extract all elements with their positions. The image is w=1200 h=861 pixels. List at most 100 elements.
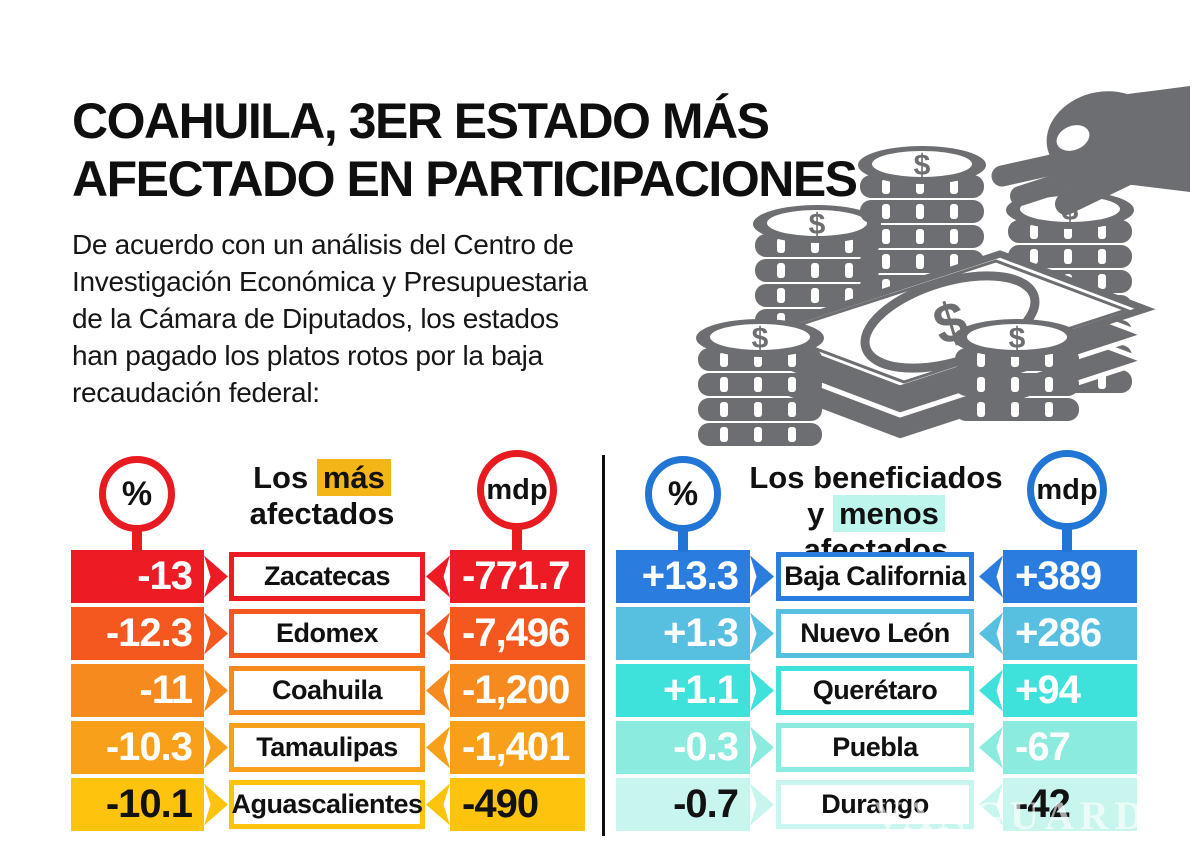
pct-stem-left: [132, 526, 142, 552]
pct-cell: +13.3: [616, 550, 774, 603]
mdp-badge-right-label: mdp: [1036, 473, 1098, 506]
state-name: Baja California: [784, 561, 966, 591]
table-row: -10.3 Tamaulipas -1,401: [71, 721, 585, 778]
arrow-right-icon: [750, 669, 774, 712]
pct-value: -0.7: [673, 782, 739, 826]
mdp-cell: +286: [979, 607, 1137, 660]
right-table: +13.3 Baja California +389 +1.3 Nuevo Le…: [616, 550, 1137, 831]
mdp-value: +389: [1015, 554, 1102, 598]
state-box: Coahuila: [229, 666, 425, 715]
table-row: -12.3 Edomex -7,496: [71, 607, 585, 664]
pct-cell: -10.1: [71, 778, 228, 831]
mdp-value: -771.7: [462, 554, 570, 598]
left-header-line2: afectados: [249, 496, 395, 531]
coin-stack-front-left: [696, 319, 824, 446]
mdp-value: -1,200: [462, 668, 570, 712]
arrow-left-icon: [426, 726, 450, 769]
pct-value: -13: [137, 554, 193, 598]
arrow-left-icon: [426, 669, 450, 712]
left-table: -13 Zacatecas -771.7 -12.3 Edomex -7,496…: [71, 550, 585, 831]
mdp-value: +94: [1015, 668, 1081, 712]
state-name: Zacatecas: [263, 561, 391, 591]
mdp-cell: -490: [426, 778, 585, 831]
right-header-line1: Los beneficiados: [749, 460, 1003, 495]
pct-cell: -13: [71, 550, 228, 603]
mdp-value: -1,401: [462, 725, 570, 769]
money-illustration: $ $: [696, 86, 1190, 446]
intro-paragraph: De acuerdo con un análisis del Centro de…: [72, 229, 588, 408]
table-row: +1.1 Querétaro +94: [616, 664, 1137, 721]
arrow-left-icon: [426, 555, 450, 598]
state-box: Querétaro: [776, 666, 974, 715]
state-box: Aguascalientes: [229, 780, 425, 829]
mdp-cell: -771.7: [426, 550, 585, 603]
right-header-highlight: menos: [832, 495, 945, 532]
state-name: Coahuila: [271, 675, 383, 705]
arrow-left-icon: [979, 726, 1003, 769]
mdp-value: -67: [1015, 725, 1071, 769]
mdp-badge-left: mdp: [477, 450, 557, 530]
state-name: Tamaulipas: [256, 732, 398, 762]
mdp-cell: -42: [979, 778, 1137, 831]
pct-value: -10.3: [105, 725, 193, 769]
pct-badge-right: %: [645, 456, 721, 532]
pct-cell: -12.3: [71, 607, 228, 660]
mdp-cell: +94: [979, 664, 1137, 717]
right-table-header: Los beneficiados y menos afectados: [746, 460, 1006, 568]
arrow-left-icon: [979, 612, 1003, 655]
mdp-cell: -7,496: [426, 607, 585, 660]
pct-cell: -11: [71, 664, 228, 717]
table-row: +1.3 Nuevo León +286: [616, 607, 1137, 664]
state-box: Durango: [776, 780, 974, 829]
pct-badge-left-label: %: [121, 474, 153, 513]
state-box: Tamaulipas: [229, 723, 425, 772]
arrow-left-icon: [979, 783, 1003, 826]
mdp-cell: -1,200: [426, 664, 585, 717]
arrow-right-icon: [204, 612, 228, 655]
table-row: -11 Coahuila -1,200: [71, 664, 585, 721]
pct-value: +13.3: [641, 554, 739, 598]
arrow-left-icon: [426, 783, 450, 826]
pct-value: -12.3: [105, 611, 193, 655]
state-box: Edomex: [229, 609, 425, 658]
hand-icon: [991, 86, 1190, 215]
right-header-line2-pre: y: [807, 496, 833, 531]
mdp-value: -490: [462, 782, 539, 826]
state-box: Zacatecas: [229, 552, 425, 601]
arrow-left-icon: [426, 612, 450, 655]
arrow-right-icon: [204, 555, 228, 598]
pct-stem-right: [678, 526, 688, 552]
arrow-left-icon: [979, 555, 1003, 598]
arrow-right-icon: [204, 726, 228, 769]
left-table-header: Los más afectados: [212, 459, 432, 532]
page-title: COAHUILA, 3ER ESTADO MÁS AFECTADO EN PAR…: [72, 93, 858, 207]
pct-badge-left: %: [99, 456, 175, 532]
state-box: Nuevo León: [776, 609, 974, 658]
mdp-stem-left: [512, 524, 522, 552]
pct-cell: -10.3: [71, 721, 228, 774]
state-name: Puebla: [832, 732, 918, 762]
mdp-badge-right: mdp: [1027, 450, 1107, 530]
state-box: Puebla: [776, 723, 974, 772]
arrow-right-icon: [750, 726, 774, 769]
pct-value: +1.3: [663, 611, 739, 655]
state-name: Durango: [821, 789, 929, 819]
arrow-right-icon: [750, 612, 774, 655]
mdp-value: +286: [1015, 611, 1102, 655]
left-header-pre: Los: [253, 460, 317, 495]
pct-cell: -0.7: [616, 778, 774, 831]
state-name: Nuevo León: [800, 618, 950, 648]
pct-cell: +1.1: [616, 664, 774, 717]
mdp-badge-left-label: mdp: [486, 473, 548, 506]
pct-value: -10.1: [105, 782, 193, 826]
pct-value: +1.1: [663, 668, 739, 712]
arrow-left-icon: [979, 669, 1003, 712]
arrow-right-icon: [204, 669, 228, 712]
pct-badge-right-label: %: [667, 474, 699, 513]
table-row: -0.3 Puebla -67: [616, 721, 1137, 778]
state-name: Edomex: [275, 618, 379, 648]
table-row: -10.1 Aguascalientes -490: [71, 778, 585, 835]
left-header-highlight: más: [316, 459, 391, 496]
mdp-value: -7,496: [462, 611, 570, 655]
